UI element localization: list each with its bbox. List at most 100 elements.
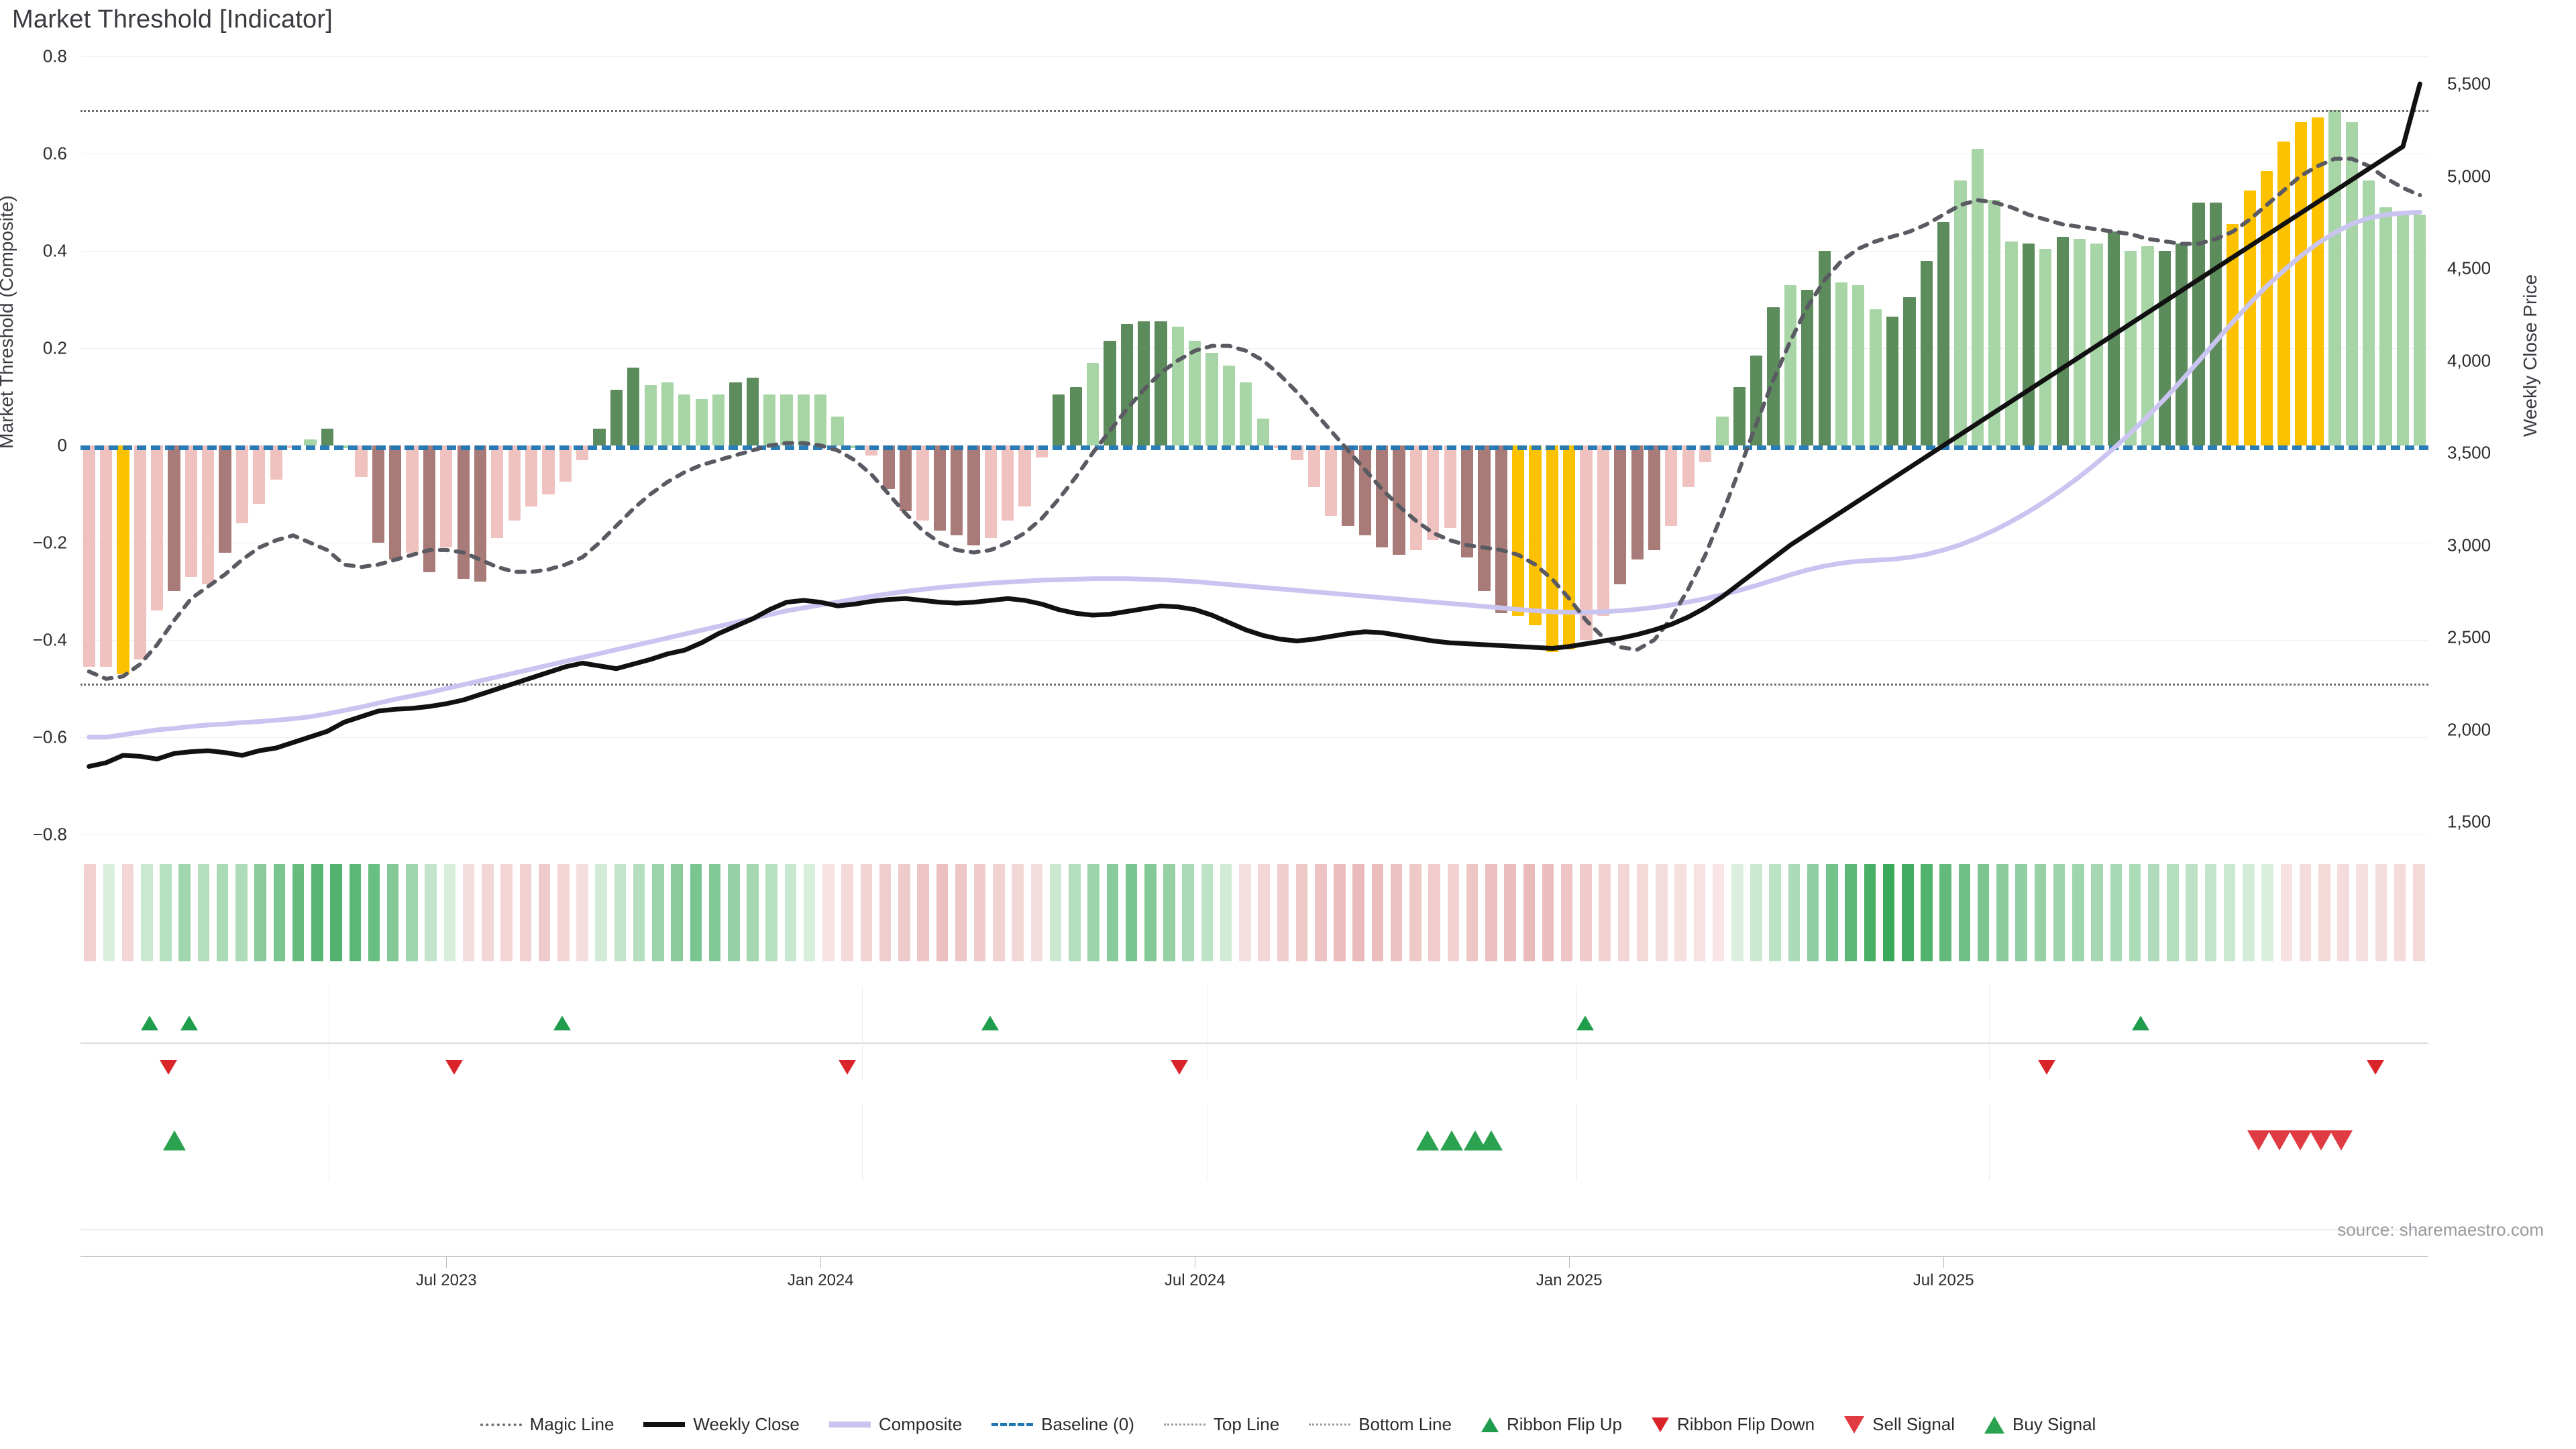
threshold-bar[interactable] — [2243, 190, 2256, 446]
threshold-bar[interactable] — [355, 445, 368, 478]
threshold-bar[interactable] — [1460, 445, 1474, 557]
threshold-bar[interactable] — [508, 445, 521, 521]
ribbon-flip-down-marker[interactable] — [445, 1060, 463, 1075]
main-plot-area[interactable] — [80, 47, 2428, 859]
threshold-bar[interactable] — [2226, 224, 2239, 446]
ribbon-flip-up-marker[interactable] — [553, 1016, 571, 1030]
ribbon-bar[interactable] — [2337, 864, 2349, 961]
threshold-bar[interactable] — [1886, 317, 1899, 446]
ribbon-bar[interactable] — [614, 864, 627, 961]
ribbon-bar[interactable] — [84, 864, 96, 961]
ribbon-bar[interactable] — [103, 864, 115, 961]
ribbon-bar[interactable] — [1826, 864, 1838, 961]
threshold-bar[interactable] — [899, 445, 912, 511]
threshold-bar[interactable] — [1189, 341, 1201, 446]
threshold-bar[interactable] — [712, 394, 725, 446]
ribbon-bar[interactable] — [1447, 864, 1460, 961]
threshold-bar[interactable] — [1409, 445, 1423, 550]
ribbon-bar[interactable] — [1882, 864, 1895, 961]
threshold-bar[interactable] — [1307, 445, 1320, 487]
ribbon-bar[interactable] — [747, 864, 759, 961]
ribbon-bar[interactable] — [2015, 864, 2027, 961]
ribbon-bar[interactable] — [425, 864, 437, 961]
ribbon-bar[interactable] — [671, 864, 683, 961]
threshold-bar[interactable] — [1801, 290, 1814, 446]
threshold-bar[interactable] — [610, 389, 623, 446]
ribbon-bar[interactable] — [235, 864, 248, 961]
legend-item-composite[interactable]: Composite — [828, 1414, 962, 1435]
threshold-bar[interactable] — [99, 445, 113, 667]
threshold-bar[interactable] — [117, 445, 129, 674]
ribbon-bar[interactable] — [330, 864, 342, 961]
ribbon-bar[interactable] — [1977, 864, 1990, 961]
threshold-bar[interactable] — [2039, 248, 2052, 446]
ribbon-bar[interactable] — [1864, 864, 1876, 961]
legend-item-sell-signal[interactable]: Sell Signal — [1844, 1414, 1955, 1435]
threshold-bar[interactable] — [1682, 445, 1695, 487]
threshold-bar[interactable] — [1155, 321, 1167, 446]
threshold-bar[interactable] — [2345, 122, 2358, 446]
threshold-bar[interactable] — [542, 445, 555, 494]
threshold-bar[interactable] — [559, 445, 572, 482]
ribbon-bar[interactable] — [1012, 864, 1024, 961]
threshold-bar[interactable] — [831, 416, 844, 446]
threshold-bar[interactable] — [2022, 244, 2035, 446]
ribbon-bar[interactable] — [2129, 864, 2141, 961]
ribbon-strip[interactable] — [80, 864, 2428, 961]
ribbon-bar[interactable] — [1939, 864, 1951, 961]
threshold-bar[interactable] — [304, 439, 317, 446]
ribbon-bar[interactable] — [576, 864, 588, 961]
legend-item-bottom-line[interactable]: Bottom Line — [1309, 1414, 1452, 1435]
threshold-bar[interactable] — [916, 445, 929, 521]
ribbon-bar[interactable] — [2261, 864, 2273, 961]
threshold-bar[interactable] — [1444, 445, 1456, 529]
ribbon-bar[interactable] — [1106, 864, 1119, 961]
threshold-bar[interactable] — [627, 368, 640, 446]
threshold-bar[interactable] — [253, 445, 266, 504]
ribbon-bar[interactable] — [160, 864, 172, 961]
threshold-bar[interactable] — [1376, 445, 1389, 548]
ribbon-bar[interactable] — [1674, 864, 1686, 961]
ribbon-bar[interactable] — [1523, 864, 1536, 961]
ribbon-bar[interactable] — [368, 864, 380, 961]
ribbon-bar[interactable] — [1807, 864, 1819, 961]
threshold-bar[interactable] — [2209, 202, 2222, 446]
buy-signal-marker[interactable] — [1479, 1130, 1503, 1150]
threshold-bar[interactable] — [1325, 445, 1338, 517]
threshold-bar[interactable] — [2379, 207, 2392, 446]
ribbon-bar[interactable] — [1560, 864, 1573, 961]
ribbon-bar[interactable] — [2243, 864, 2255, 961]
ribbon-bar[interactable] — [1902, 864, 1914, 961]
threshold-bar[interactable] — [202, 445, 215, 584]
threshold-bar[interactable] — [1580, 445, 1593, 640]
ribbon-bar[interactable] — [803, 864, 816, 961]
ribbon-flip-up-marker[interactable] — [1576, 1016, 1595, 1030]
threshold-bar[interactable] — [1937, 221, 1950, 446]
ribbon-bar[interactable] — [1201, 864, 1214, 961]
ribbon-bar[interactable] — [292, 864, 305, 961]
ribbon-bar[interactable] — [2053, 864, 2065, 961]
threshold-bar[interactable] — [1069, 387, 1082, 446]
sell-signal-marker[interactable] — [2288, 1130, 2312, 1150]
threshold-bar[interactable] — [219, 445, 231, 553]
ribbon-bar[interactable] — [519, 864, 532, 961]
ribbon-flip-down-marker[interactable] — [2366, 1060, 2384, 1075]
ribbon-bar[interactable] — [690, 864, 702, 961]
ribbon-bar[interactable] — [2223, 864, 2236, 961]
ribbon-bar[interactable] — [1030, 864, 1043, 961]
ribbon-bar[interactable] — [1636, 864, 1649, 961]
threshold-bar[interactable] — [951, 445, 963, 536]
threshold-bar[interactable] — [933, 445, 946, 531]
ribbon-bar[interactable] — [216, 864, 229, 961]
ribbon-bar[interactable] — [2167, 864, 2179, 961]
sell-signal-marker[interactable] — [2330, 1130, 2353, 1150]
legend-item-top-line[interactable]: Top Line — [1163, 1414, 1279, 1435]
ribbon-bar[interactable] — [822, 864, 835, 961]
ribbon-bar[interactable] — [2375, 864, 2387, 961]
ribbon-bar[interactable] — [2318, 864, 2330, 961]
threshold-bar[interactable] — [235, 445, 249, 524]
sell-signal-marker[interactable] — [2247, 1130, 2271, 1150]
ribbon-bar[interactable] — [2204, 864, 2217, 961]
threshold-bar[interactable] — [1716, 416, 1729, 446]
threshold-bar[interactable] — [2414, 214, 2426, 446]
